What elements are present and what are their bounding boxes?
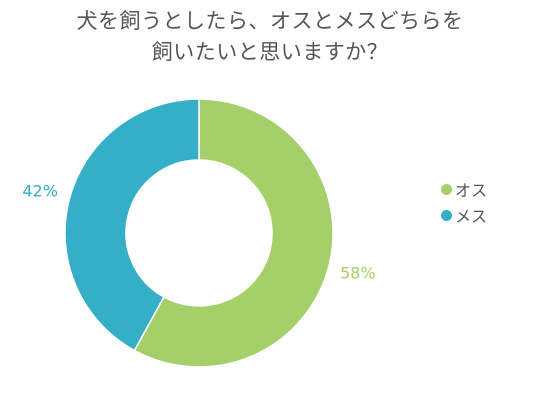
legend-swatch-male xyxy=(441,183,452,195)
chart-title-line-1: 犬を飼うとしたら、オスとメスどちらを xyxy=(76,9,464,33)
legend-label-female: メス xyxy=(455,207,488,226)
chart-title-line-2: 飼いたいと思いますか？ xyxy=(151,40,389,64)
chart-legend: オス メス xyxy=(441,176,487,228)
data-label-male: 58% xyxy=(340,263,376,282)
data-label-female: 42% xyxy=(22,182,58,201)
legend-item-male[interactable]: オス xyxy=(441,176,487,202)
donut-slice-female[interactable] xyxy=(64,98,200,352)
donut-slice-male[interactable] xyxy=(133,98,334,368)
chart-title: 犬を飼うとしたら、オスとメスどちらを 飼いたいと思いますか？ xyxy=(0,6,540,68)
legend-label-male: オス xyxy=(455,181,488,200)
legend-swatch-female xyxy=(441,209,452,221)
legend-item-female[interactable]: メス xyxy=(441,202,487,228)
